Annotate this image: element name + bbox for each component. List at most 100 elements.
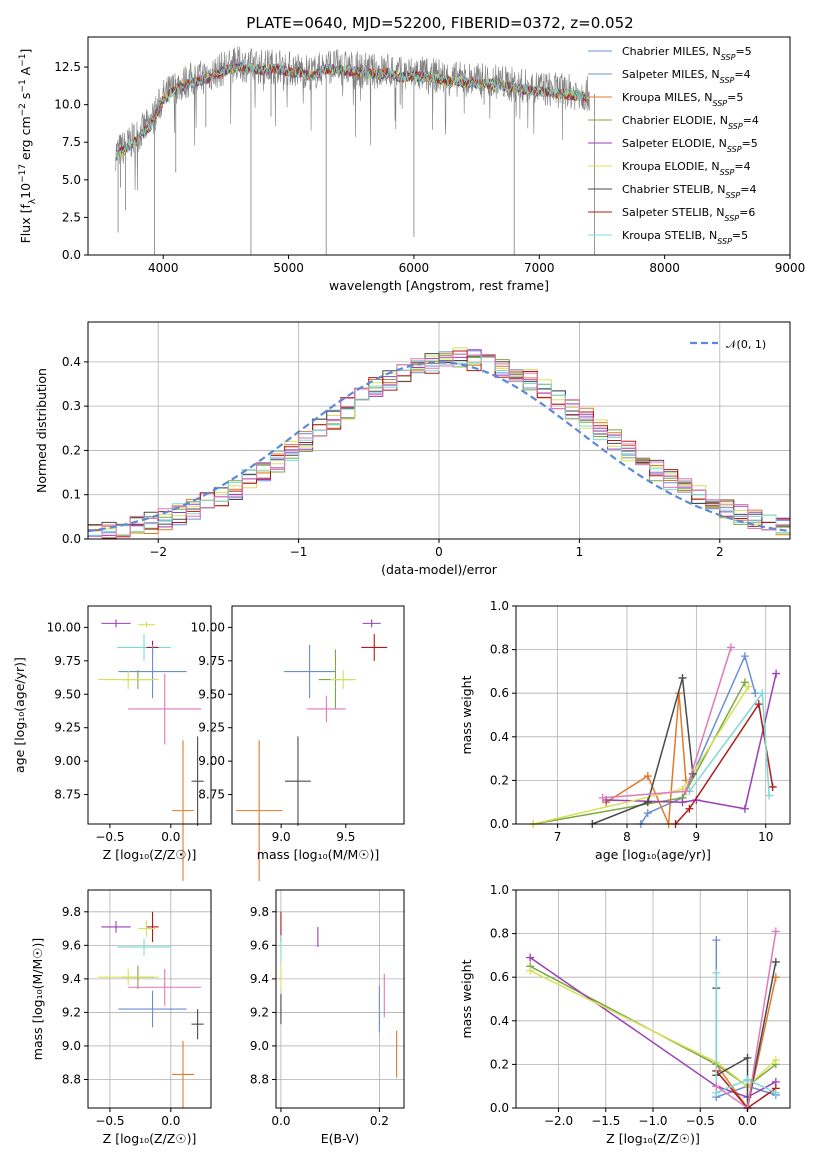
legend-sub: SSP bbox=[712, 99, 727, 108]
x-axis-label: wavelength [Angstrom, rest frame] bbox=[329, 278, 549, 293]
weight-marker bbox=[754, 700, 763, 709]
legend-entry: Kroupa STELIB, NSSP=5 bbox=[622, 229, 748, 246]
legend-suffix: =4 bbox=[734, 160, 750, 173]
errorbar-point bbox=[146, 911, 159, 942]
y-tick-label: 9.75 bbox=[54, 654, 81, 668]
axis-decoration: 9.0 9.5 8.75 9.00 9.25 9.50 9.75 10.00 mass [log… bbox=[191, 605, 405, 862]
y-tick-label: 1.0 bbox=[490, 599, 509, 613]
y-tick-label: 9.0 bbox=[62, 1039, 81, 1053]
plot-content bbox=[97, 911, 204, 1108]
residual-histogram bbox=[88, 353, 790, 539]
legend-name: Salpeter STELIB, N bbox=[622, 206, 724, 219]
y-tick-label: 0.8 bbox=[490, 643, 509, 657]
legend-suffix: =4 bbox=[743, 114, 759, 127]
x-tick-label: −1.5 bbox=[591, 1114, 620, 1128]
figure-title: PLATE=0640, MJD=52200, FIBERID=0372, z=0… bbox=[246, 14, 633, 32]
legend-sub: SSP bbox=[724, 214, 739, 223]
y-tick-label: 9.00 bbox=[198, 754, 225, 768]
y-tick-label: 0.2 bbox=[62, 443, 81, 457]
y-tick-label: 0.3 bbox=[62, 399, 81, 413]
errorbar-point bbox=[101, 619, 131, 628]
errorbar-point bbox=[101, 921, 131, 933]
legend-entry: Kroupa ELODIE, NSSP=4 bbox=[622, 160, 751, 177]
axis-decoration: −2 −1 0 1 2 0.0 0.1 0.2 0.3 0.4 (data-model)/error… bbox=[34, 321, 791, 577]
histogram-legend: 𝒩(0, 1) bbox=[690, 338, 766, 351]
y-tick-label: 0.0 bbox=[62, 248, 81, 262]
weight-line bbox=[529, 970, 777, 1088]
y-tick-label: 0.6 bbox=[490, 970, 509, 984]
y-tick-label: 8.75 bbox=[54, 788, 81, 802]
y-tick-label: 10.0 bbox=[54, 98, 81, 112]
legend-name: Chabrier MILES, N bbox=[622, 45, 721, 58]
weight-line bbox=[529, 965, 777, 1088]
errorbar-point bbox=[362, 619, 381, 628]
legend-sub: SSP bbox=[727, 145, 742, 154]
errorbar-point bbox=[330, 670, 357, 689]
weight-marker bbox=[751, 689, 760, 698]
plot-area bbox=[276, 890, 404, 1108]
x-tick-label: −1 bbox=[290, 545, 308, 559]
legend-name: Salpeter ELODIE, N bbox=[622, 137, 727, 150]
errorbar-point bbox=[117, 938, 171, 956]
y-axis-label-part: −1 bbox=[18, 54, 28, 67]
y-tick-label: 2.5 bbox=[62, 210, 81, 224]
y-axis-label-part: Flux [f bbox=[18, 204, 33, 244]
x-tick-label: −2.0 bbox=[544, 1114, 573, 1128]
y-tick-label: 5.0 bbox=[62, 173, 81, 187]
x-tick-label: 7 bbox=[554, 830, 562, 844]
weight-marker bbox=[743, 1053, 752, 1062]
weight-marker bbox=[771, 1088, 780, 1097]
y-tick-label: 0.6 bbox=[490, 686, 509, 700]
x-axis-label: (data-model)/error bbox=[381, 562, 498, 577]
axis-decoration: −0.5 0.0 8.75 9.00 9.25 9.50 9.75 10.00 Z [log₁₀… bbox=[12, 605, 212, 862]
x-tick-label: −1.0 bbox=[638, 1114, 667, 1128]
weight-marker bbox=[681, 787, 690, 796]
legend-sub: SSP bbox=[720, 76, 735, 85]
y-tick-label: 9.4 bbox=[250, 972, 269, 986]
legend-sub: SSP bbox=[720, 168, 735, 177]
x-tick-label: −0.5 bbox=[95, 830, 124, 844]
y-tick-label: 9.8 bbox=[62, 905, 81, 919]
y-tick-label: 0.1 bbox=[62, 488, 81, 502]
y-tick-label: 0.0 bbox=[490, 1101, 509, 1115]
weight-marker bbox=[772, 669, 781, 678]
y-tick-label: 8.8 bbox=[62, 1072, 81, 1086]
x-tick-label: 8 bbox=[623, 830, 631, 844]
y-tick-label: 9.8 bbox=[250, 905, 269, 919]
errorbar-point bbox=[97, 968, 159, 986]
errorbar-point bbox=[361, 634, 388, 661]
weight-marker bbox=[768, 782, 777, 791]
weight-marker bbox=[771, 957, 780, 966]
x-tick-label: 9.0 bbox=[272, 830, 291, 844]
plot-content bbox=[280, 911, 398, 1078]
weight-marker bbox=[678, 798, 687, 807]
errorbar-point bbox=[191, 1009, 204, 1040]
errorbar-point bbox=[118, 990, 187, 1028]
legend-sub: SSP bbox=[721, 53, 736, 62]
x-tick-label: 0.0 bbox=[271, 1114, 290, 1128]
errorbar-point bbox=[117, 634, 171, 661]
y-axis-label: Normed distribution bbox=[34, 368, 49, 493]
weight-line bbox=[529, 956, 777, 1098]
legend-suffix: =5 bbox=[732, 229, 748, 242]
x-tick-label: 0.0 bbox=[161, 830, 180, 844]
axis-decoration: 0.0 0.2 8.8 9.0 9.2 9.4 9.6 9.8 E(B-V) bbox=[250, 889, 405, 1146]
weight-marker bbox=[740, 652, 749, 661]
weight-marker bbox=[758, 689, 767, 698]
legend-sub: SSP bbox=[728, 122, 743, 131]
y-tick-label: 9.6 bbox=[250, 938, 269, 952]
y-tick-label: 0.0 bbox=[62, 532, 81, 546]
legend-suffix: =5 bbox=[742, 137, 758, 150]
y-axis-label-part: −2 bbox=[18, 103, 28, 116]
x-tick-label: 10 bbox=[758, 830, 773, 844]
legend-name: Salpeter MILES, N bbox=[622, 68, 720, 81]
weight-marker bbox=[643, 772, 652, 781]
y-axis-label-part: ] bbox=[18, 49, 33, 54]
plot-content bbox=[235, 619, 388, 881]
x-tick-label: 9.5 bbox=[336, 830, 355, 844]
axis-decoration: −2.0 −1.5 −1.0 −0.5 0.0 0.0 0.2 0.4 0.6 0.8 1.0 Z [… bbox=[459, 883, 791, 1146]
legend-entry: Salpeter MILES, NSSP=4 bbox=[622, 68, 751, 85]
errorbar-point bbox=[172, 1040, 194, 1108]
panel-mass-vs-EBV: 0.0 0.2 8.8 9.0 9.2 9.4 9.6 9.8 E(B-V) bbox=[250, 889, 405, 1146]
axes-frame bbox=[87, 889, 212, 1109]
